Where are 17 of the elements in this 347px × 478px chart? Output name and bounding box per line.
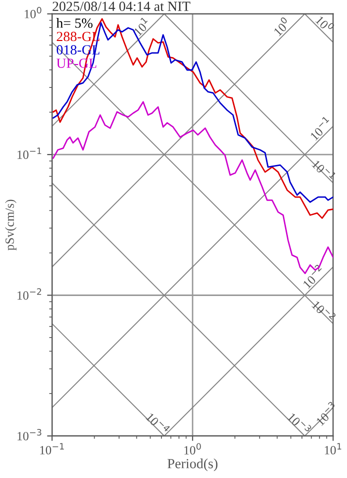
x-tick-label: 10$^{1}$ [324,443,342,454]
annotation: 10$^{−4}$ [146,410,170,436]
y-tick-label: 10$^{0}$ [24,6,42,18]
annotation: 10$^{0}$ [271,16,292,36]
legend-title: h= 5% [56,18,93,28]
x-tick-label: 10$^{0}$ [184,443,201,455]
y-tick-label: 10$^{−1}$ [18,148,42,159]
annotation: 10$^{−2}$ [300,264,326,289]
chart-title: 2025/08/14 04:14 at NIT [52,2,190,12]
annotation: 10$^{−3}$ [287,410,312,436]
y-tick-label: 10$^{−3}$ [18,428,42,440]
annotation: 10$^{1}$ [132,16,152,36]
y-tick-label: 10$^{−2}$ [18,288,42,300]
y-axis-title: pSv(cm/s) [5,200,16,250]
x-axis-title: Period(s) [168,458,218,472]
annotation: 10$^{−1}$ [308,116,333,141]
x-tick-label: 10$^{−1}$ [40,443,64,454]
